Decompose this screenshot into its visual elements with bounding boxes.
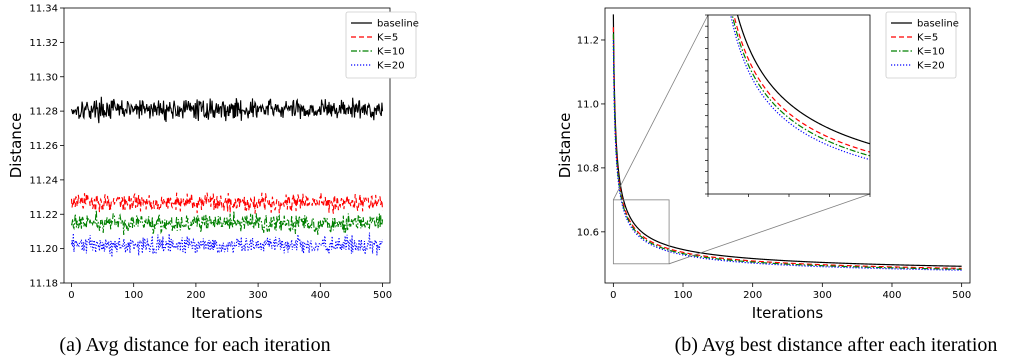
legend-label-K=10: K=10 <box>917 47 945 58</box>
x-tick-label: 500 <box>373 290 392 301</box>
plot-frame <box>63 7 391 284</box>
y-tick-label: 11.20 <box>29 244 58 255</box>
legend-label-K=5: K=5 <box>917 33 938 44</box>
legend: baseline K=5 K=10 K=20 <box>345 11 419 79</box>
y-tick-label: 10.8 <box>577 163 599 174</box>
legend-box <box>345 11 417 79</box>
zoom-connector <box>613 14 709 201</box>
series-group <box>612 14 962 271</box>
y-tick-label: 11.28 <box>29 107 58 118</box>
x-tick-label: 0 <box>610 290 616 301</box>
legend-label-K=10: K=10 <box>377 47 405 58</box>
series-line-baseline <box>70 96 384 124</box>
series-line-K=5 <box>612 27 962 269</box>
x-tick-label: 0 <box>68 290 74 301</box>
x-tick-label: 300 <box>813 290 832 301</box>
inset-line-K=5 <box>733 15 870 153</box>
y-tick-label: 11.22 <box>29 210 58 221</box>
chart-avg-best-distance: 0 100 200 300 400 500 10.6 10.8 11.0 11.2 Iteratio… <box>556 7 971 322</box>
x-tick-label: 300 <box>249 290 268 301</box>
legend-label-K=20: K=20 <box>917 61 945 72</box>
y-tick-label: 11.26 <box>29 141 58 152</box>
x-tick-label: 100 <box>673 290 692 301</box>
x-tick-label: 500 <box>952 290 971 301</box>
y-tick-label: 11.34 <box>29 4 58 15</box>
y-tick-label: 11.24 <box>29 175 58 186</box>
series-line-K=10 <box>612 33 962 270</box>
legend-label-baseline: baseline <box>917 19 959 30</box>
zoom-connector <box>668 193 871 265</box>
chart-avg-distance: 0 100 200 300 400 500 11.18 11.20 11.22 11.24 11.2… <box>7 4 419 323</box>
series-line-K=5 <box>70 192 384 214</box>
series-line-baseline <box>612 14 962 267</box>
x-tick-label: 200 <box>743 290 762 301</box>
x-tick-label: 400 <box>882 290 901 301</box>
y-tick-label: 11.2 <box>577 35 599 46</box>
caption-a: (a) Avg distance for each iteration <box>59 334 330 356</box>
legend: baseline K=5 K=10 K=20 <box>885 11 959 79</box>
x-axis-label: Iterations <box>191 304 263 322</box>
inset-line-baseline <box>736 15 870 145</box>
zoom-region <box>612 199 670 265</box>
x-tick-label: 400 <box>311 290 330 301</box>
series-line-K=10 <box>70 210 384 236</box>
legend-box <box>885 11 957 79</box>
caption-b: (b) Avg best distance after each iterati… <box>675 334 998 356</box>
legend-label-K=5: K=5 <box>377 33 398 44</box>
y-axis-label: Distance <box>7 113 25 179</box>
y-tick-label: 11.32 <box>29 38 58 49</box>
inset-series-group <box>730 15 870 161</box>
inset-line-K=20 <box>730 15 870 161</box>
y-tick-label: 11.18 <box>29 279 58 290</box>
inset-line-K=10 <box>731 15 870 157</box>
legend-label-baseline: baseline <box>377 19 419 30</box>
series-line-K=20 <box>70 232 384 258</box>
inset-background <box>708 15 870 194</box>
plot-frame <box>604 7 971 284</box>
x-axis-label: Iterations <box>752 304 824 322</box>
y-tick-label: 11.30 <box>29 72 58 83</box>
x-tick-label: 200 <box>186 290 205 301</box>
x-tick-label: 100 <box>124 290 143 301</box>
y-axis-label: Distance <box>556 113 574 179</box>
legend-label-K=20: K=20 <box>377 61 405 72</box>
y-tick-label: 11.0 <box>577 99 599 110</box>
series-line-K=20 <box>612 39 962 271</box>
y-tick-label: 10.6 <box>577 227 599 238</box>
